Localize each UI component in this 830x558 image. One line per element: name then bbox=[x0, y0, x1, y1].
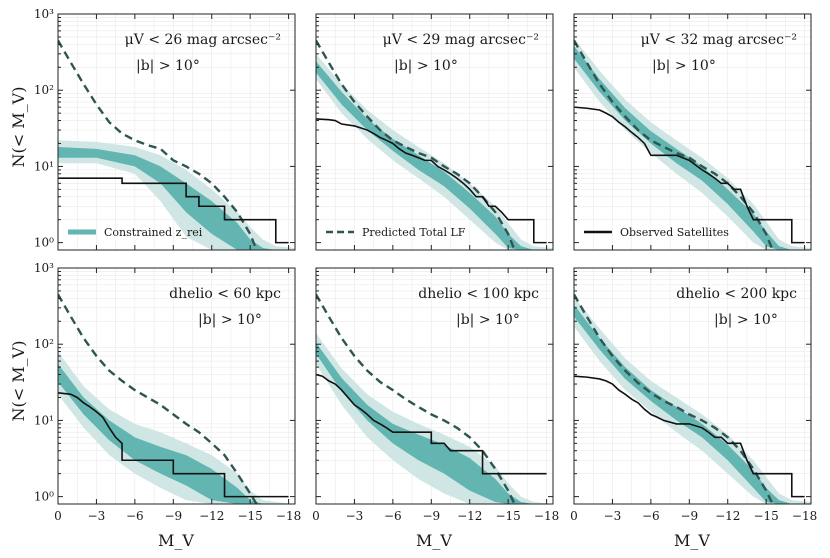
band-inner bbox=[58, 363, 295, 504]
annotation-latitude: |b| > 10° bbox=[198, 312, 262, 328]
x-tick-label: −12 bbox=[715, 509, 740, 523]
band-outer bbox=[316, 333, 553, 504]
observed-satellites-line bbox=[58, 392, 289, 498]
annotation-limit: μV < 26 mag arcsec⁻² bbox=[125, 32, 281, 48]
panel-frame bbox=[315, 267, 554, 505]
x-tick-label: −12 bbox=[199, 509, 224, 523]
x-tick-label: −15 bbox=[237, 509, 262, 523]
x-tick-label: 0 bbox=[570, 509, 578, 523]
x-tick-label: 0 bbox=[54, 509, 62, 523]
annotation-latitude: |b| > 10° bbox=[394, 58, 458, 74]
x-tick-label: −3 bbox=[346, 509, 364, 523]
panel-1: 10⁰ 10¹ 10² 10³ μV < 26 mag arcsec⁻² |b| > 10… bbox=[34, 7, 296, 251]
predicted-total-lf-line bbox=[58, 293, 258, 504]
panel-2: μV < 29 mag arcsec⁻² |b| > 10° Predicted T… bbox=[315, 13, 554, 251]
x-tick-label: −15 bbox=[495, 509, 520, 523]
observed-satellites-line bbox=[316, 373, 547, 475]
legend-label: Constrained z_rei bbox=[104, 226, 203, 239]
y-tick-label: 10¹ bbox=[34, 159, 54, 173]
x-tick-label: 0 bbox=[312, 509, 320, 523]
x-tick-label: −9 bbox=[422, 509, 440, 523]
panel-4: 10⁰ 10¹ 10² 10³ 0 −3 −6 −9 −12 −15 −18 dhelio < 60 … bbox=[34, 261, 301, 523]
x-tick-label: −6 bbox=[642, 509, 660, 523]
y-tick-label: 10² bbox=[34, 337, 54, 351]
x-axis-label: M_V bbox=[674, 531, 710, 550]
y-axis-label: N(< M_V) bbox=[9, 341, 28, 422]
x-tick-label: −18 bbox=[534, 509, 559, 523]
legend-label: Observed Satellites bbox=[620, 226, 729, 239]
predicted-total-lf-line bbox=[316, 293, 516, 504]
panel-5: 0 −3 −6 −9 −12 −15 −18 dhelio < 100 kpc |b| > 10… bbox=[312, 267, 559, 523]
y-axis-label: N(< M_V) bbox=[9, 87, 28, 168]
annotation-limit: dhelio < 200 kpc bbox=[676, 286, 797, 302]
annotation-limit: μV < 32 mag arcsec⁻² bbox=[641, 32, 797, 48]
observed-satellites-line bbox=[316, 118, 547, 244]
annotation-limit: dhelio < 60 kpc bbox=[169, 286, 281, 302]
x-axis-label: M_V bbox=[158, 531, 194, 550]
x-tick-label: −6 bbox=[384, 509, 402, 523]
y-tick-label: 10⁰ bbox=[34, 236, 54, 250]
x-tick-label: −18 bbox=[276, 509, 301, 523]
panel-frame bbox=[573, 13, 812, 251]
x-tick-label: −15 bbox=[753, 509, 778, 523]
y-tick-label: 10² bbox=[34, 83, 54, 97]
panel-frame bbox=[315, 13, 554, 251]
band-outer bbox=[316, 53, 553, 250]
x-tick-label: −3 bbox=[604, 509, 622, 523]
x-tick-label: −18 bbox=[792, 509, 817, 523]
y-tick-label: 10³ bbox=[34, 261, 54, 275]
legend-label: Predicted Total LF bbox=[362, 226, 466, 239]
panel-frame bbox=[573, 267, 812, 505]
observed-satellites-line bbox=[574, 106, 805, 244]
panel-3: μV < 32 mag arcsec⁻² |b| > 10° Observed Sa… bbox=[573, 13, 812, 251]
x-tick-label: −9 bbox=[680, 509, 698, 523]
annotation-limit: dhelio < 100 kpc bbox=[418, 286, 539, 302]
panel-6: 0 −3 −6 −9 −12 −15 −18 dhelio < 200 kpc |b| > 10… bbox=[570, 267, 817, 523]
observed-satellites-line bbox=[574, 375, 805, 498]
annotation-latitude: |b| > 10° bbox=[714, 312, 778, 328]
annotation-latitude: |b| > 10° bbox=[136, 58, 200, 74]
x-tick-label: −6 bbox=[126, 509, 144, 523]
annotation-latitude: |b| > 10° bbox=[456, 312, 520, 328]
band-inner bbox=[58, 146, 295, 250]
band-inner bbox=[316, 61, 553, 250]
y-tick-label: 10¹ bbox=[34, 413, 54, 427]
observed-satellites-line bbox=[58, 177, 289, 244]
annotation-limit: μV < 29 mag arcsec⁻² bbox=[383, 32, 539, 48]
x-axis-label: M_V bbox=[416, 531, 452, 550]
x-tick-label: −3 bbox=[88, 509, 106, 523]
predicted-total-lf-line bbox=[58, 39, 258, 250]
panel-frame bbox=[57, 13, 296, 251]
annotation-latitude: |b| > 10° bbox=[652, 58, 716, 74]
y-tick-label: 10⁰ bbox=[34, 490, 54, 504]
x-tick-label: −12 bbox=[457, 509, 482, 523]
y-tick-label: 10³ bbox=[34, 7, 54, 21]
x-tick-label: −9 bbox=[164, 509, 182, 523]
panel-frame bbox=[57, 267, 296, 505]
